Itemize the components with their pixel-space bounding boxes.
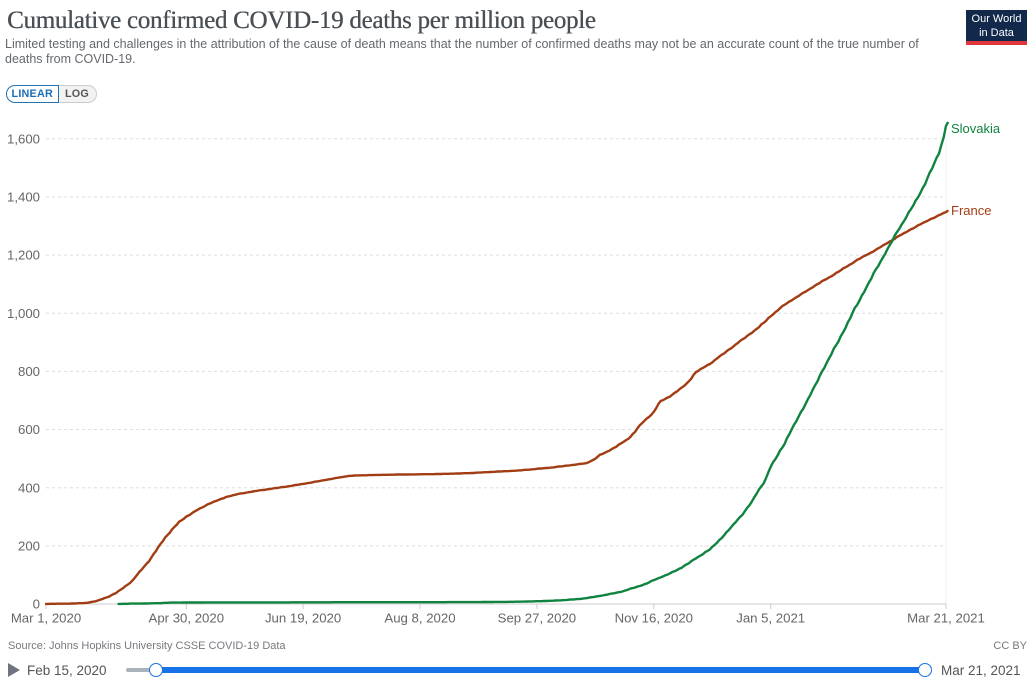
svg-text:Apr 30, 2020: Apr 30, 2020 [149, 611, 225, 626]
svg-text:200: 200 [18, 539, 40, 554]
svg-text:Mar 1, 2020: Mar 1, 2020 [11, 611, 81, 626]
svg-text:400: 400 [18, 480, 40, 495]
svg-text:1,200: 1,200 [7, 248, 40, 263]
svg-text:1,600: 1,600 [7, 131, 40, 146]
svg-text:Sep 27, 2020: Sep 27, 2020 [498, 611, 576, 626]
svg-text:Jan 5, 2021: Jan 5, 2021 [736, 611, 805, 626]
svg-text:1,000: 1,000 [7, 306, 40, 321]
svg-text:Nov 16, 2020: Nov 16, 2020 [615, 611, 693, 626]
svg-text:France: France [951, 203, 991, 218]
svg-text:600: 600 [18, 422, 40, 437]
svg-text:Aug 8, 2020: Aug 8, 2020 [384, 611, 455, 626]
svg-text:Mar 21, 2021: Mar 21, 2021 [907, 611, 985, 626]
svg-text:800: 800 [18, 364, 40, 379]
svg-text:1,400: 1,400 [7, 190, 40, 205]
svg-text:Jun 19, 2020: Jun 19, 2020 [265, 611, 341, 626]
svg-text:0: 0 [33, 597, 40, 612]
svg-text:Slovakia: Slovakia [951, 121, 1001, 136]
